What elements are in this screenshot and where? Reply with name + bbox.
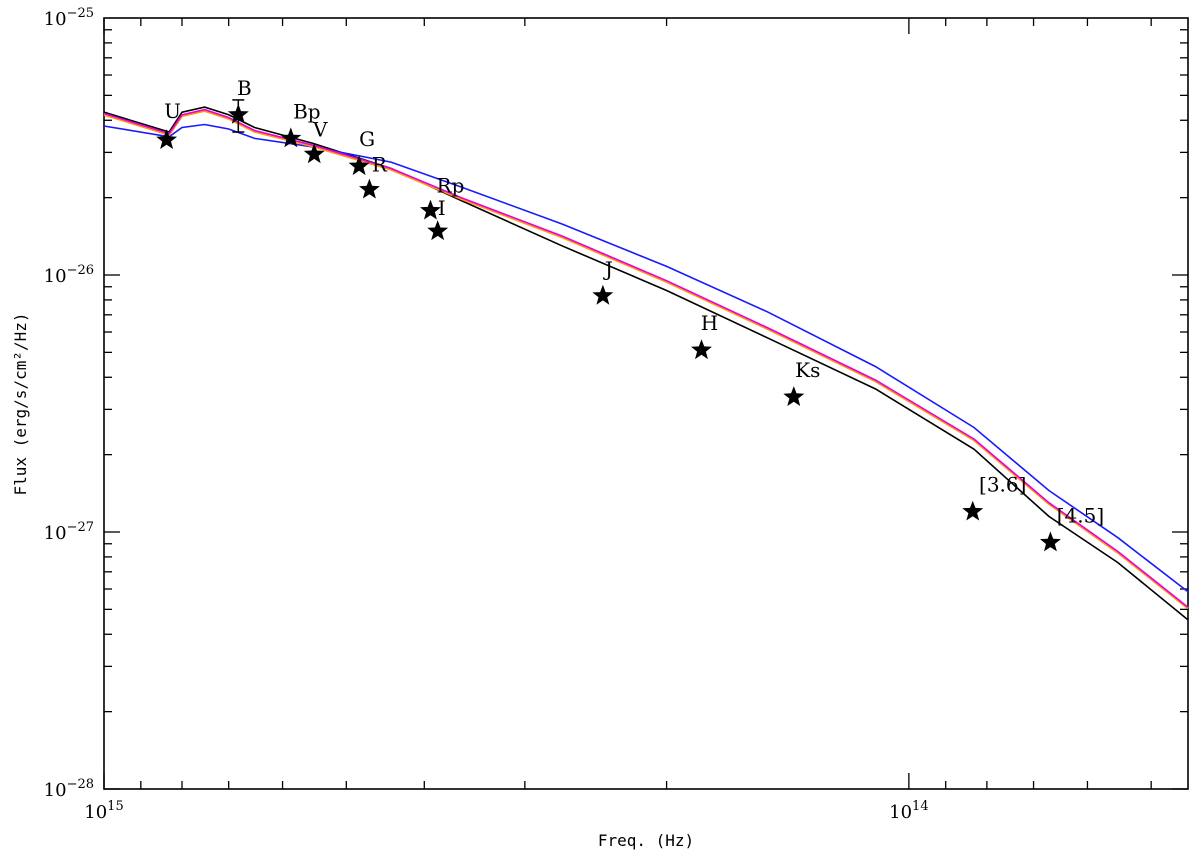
x-axis-label: Freq. (Hz) bbox=[598, 831, 694, 850]
photometry-star bbox=[691, 339, 712, 360]
band-label: Rp bbox=[437, 174, 465, 198]
band-label: B bbox=[237, 76, 252, 100]
series-line-orange bbox=[103, 109, 1189, 610]
x-tick-label: 1015 bbox=[84, 799, 123, 823]
x-tick-label: 1014 bbox=[889, 799, 928, 823]
band-label: U bbox=[164, 99, 181, 123]
photometry-star bbox=[348, 155, 370, 176]
band-label: [4.5] bbox=[1057, 504, 1104, 528]
y-tick-label: 10−25 bbox=[44, 6, 94, 30]
y-tick-label: 10−26 bbox=[44, 263, 94, 287]
band-label: I bbox=[438, 196, 446, 220]
photometry-star bbox=[1040, 531, 1061, 552]
photometry-star bbox=[427, 220, 449, 241]
y-axis-label-text: Flux (erg/s/cm²/Hz) bbox=[11, 312, 30, 495]
band-label: R bbox=[372, 153, 388, 177]
plot-frame bbox=[103, 17, 1189, 790]
photometry-points: U B BpV GR RpI J H Ks [3.6] [4.5] bbox=[156, 76, 1104, 552]
band-label: [3.6] bbox=[979, 473, 1026, 497]
y-tick-label: 10−28 bbox=[44, 777, 94, 801]
band-label: G bbox=[359, 127, 375, 151]
series-line-blue bbox=[103, 123, 1189, 593]
series-line-black bbox=[103, 106, 1189, 621]
series-line-magenta bbox=[103, 108, 1189, 608]
y-tick-label: 10−27 bbox=[44, 520, 94, 544]
photometry-star bbox=[592, 284, 614, 305]
photometry-star bbox=[227, 103, 249, 124]
axis-ticks bbox=[103, 18, 1188, 790]
band-label: V bbox=[312, 117, 328, 141]
band-label: J bbox=[603, 257, 613, 281]
photometry-star bbox=[962, 500, 984, 521]
band-label: H bbox=[701, 311, 718, 335]
y-axis-label: Flux (erg/s/cm²/Hz) bbox=[11, 312, 30, 495]
photometry-star bbox=[280, 127, 302, 148]
photometry-star bbox=[420, 199, 441, 220]
photometry-star bbox=[156, 129, 178, 149]
model-curves bbox=[103, 106, 1189, 621]
photometry-star bbox=[303, 143, 325, 164]
band-label: Ks bbox=[795, 358, 820, 382]
photometry-star bbox=[783, 386, 805, 406]
photometry-star bbox=[359, 178, 380, 199]
band-label: Bp bbox=[293, 99, 321, 123]
